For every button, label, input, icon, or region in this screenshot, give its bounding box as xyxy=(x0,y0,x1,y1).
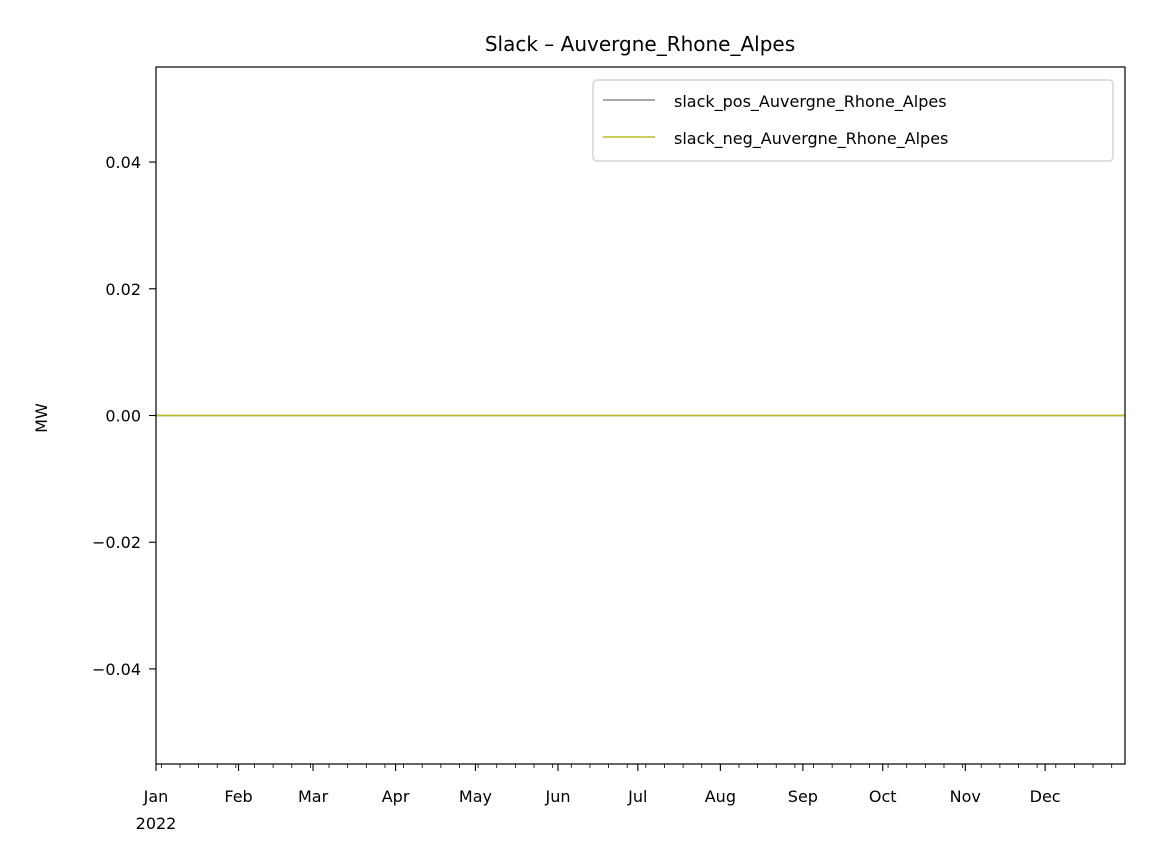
chart-title: Slack – Auvergne_Rhone_Alpes xyxy=(485,32,795,56)
x-tick-label-apr: Apr xyxy=(382,787,410,806)
x-tick-label-aug: Aug xyxy=(705,787,736,806)
x-axis-ticks: Jan Feb Mar Apr May Jun Jul Aug Sep Oct Nov Dec xyxy=(143,764,1061,806)
legend-box xyxy=(592,79,1114,162)
x-tick-label-mar: Mar xyxy=(298,787,329,806)
x-tick-label-feb: Feb xyxy=(224,787,252,806)
x-tick-label-nov: Nov xyxy=(950,787,981,806)
plot-frame xyxy=(155,66,1126,765)
y-axis-ticks: 0.04 0.02 0.00 −0.02 −0.04 xyxy=(92,153,156,679)
x-tick-label-oct: Oct xyxy=(869,787,897,806)
x-axis-year-label: 2022 xyxy=(136,814,177,833)
legend-label-slack-neg: slack_neg_Auvergne_Rhone_Alpes xyxy=(674,129,948,149)
y-tick-label: 0.04 xyxy=(105,153,141,172)
legend-label-slack-pos: slack_pos_Auvergne_Rhone_Alpes xyxy=(674,92,947,112)
x-tick-label-sep: Sep xyxy=(788,787,818,806)
x-tick-label-jan: Jan xyxy=(143,787,169,806)
y-axis-label: MW xyxy=(32,403,51,433)
y-tick-label: −0.02 xyxy=(92,533,141,552)
x-tick-label-jun: Jun xyxy=(544,787,570,806)
x-minor-ticks xyxy=(160,764,1113,768)
x-tick-label-jul: Jul xyxy=(627,787,647,806)
legend: slack_pos_Auvergne_Rhone_Alpes slack_neg… xyxy=(592,79,1114,162)
x-tick-label-may: May xyxy=(459,787,492,806)
y-tick-label: −0.04 xyxy=(92,660,141,679)
y-tick-label: 0.00 xyxy=(105,407,141,426)
y-tick-label: 0.02 xyxy=(105,280,141,299)
x-tick-label-dec: Dec xyxy=(1030,787,1061,806)
